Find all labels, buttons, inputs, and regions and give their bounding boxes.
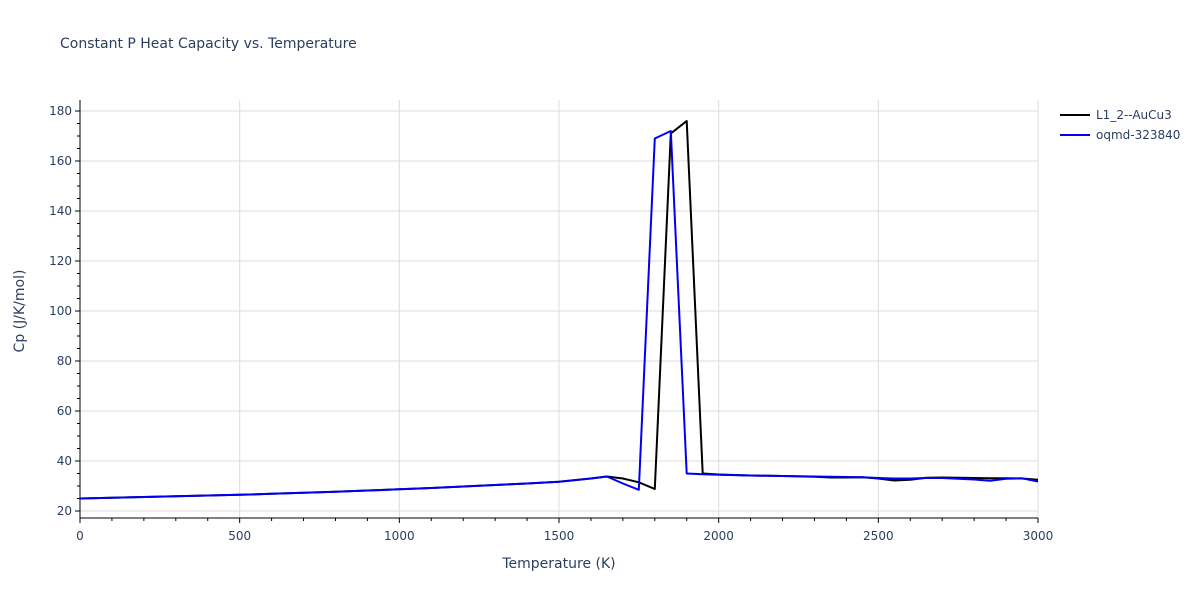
- axes: 20 40 60 80 100 120 140 160 180 0 500 1000 1500 2000 2…: [49, 100, 1053, 543]
- y-tick-label: 60: [57, 404, 72, 418]
- line-swatch-icon: [1060, 134, 1090, 136]
- chart-title: Constant P Heat Capacity vs. Temperature: [60, 36, 357, 52]
- y-tick-label: 40: [57, 454, 72, 468]
- x-tick-label: 2000: [703, 529, 734, 543]
- line-swatch-icon: [1060, 114, 1090, 116]
- x-tick-label: 500: [228, 529, 251, 543]
- traces: [79, 120, 1039, 500]
- legend-item-series-1[interactable]: oqmd-323840: [1060, 125, 1180, 145]
- y-tick-label: 20: [57, 504, 72, 518]
- legend-label: L1_2--AuCu3: [1096, 108, 1172, 122]
- gridlines: [80, 100, 1039, 518]
- x-tick-label: 1500: [544, 529, 575, 543]
- y-tick-label: 100: [49, 304, 72, 318]
- legend: L1_2--AuCu3 oqmd-323840: [1060, 105, 1180, 145]
- y-tick-label: 140: [49, 204, 72, 218]
- series-line-1[interactable]: [79, 130, 1039, 500]
- x-tick-label: 3000: [1023, 529, 1054, 543]
- x-axis-label: Temperature (K): [501, 556, 615, 572]
- legend-item-series-0[interactable]: L1_2--AuCu3: [1060, 105, 1180, 125]
- y-tick-label: 120: [49, 254, 72, 268]
- y-axis-label: Cp (J/K/mol): [12, 270, 28, 353]
- y-tick-label: 180: [49, 104, 72, 118]
- y-tick-label: 80: [57, 354, 72, 368]
- legend-label: oqmd-323840: [1096, 128, 1181, 142]
- y-tick-label: 160: [49, 154, 72, 168]
- x-tick-label: 1000: [384, 529, 415, 543]
- x-tick-label: 0: [76, 529, 84, 543]
- x-tick-label: 2500: [863, 529, 894, 543]
